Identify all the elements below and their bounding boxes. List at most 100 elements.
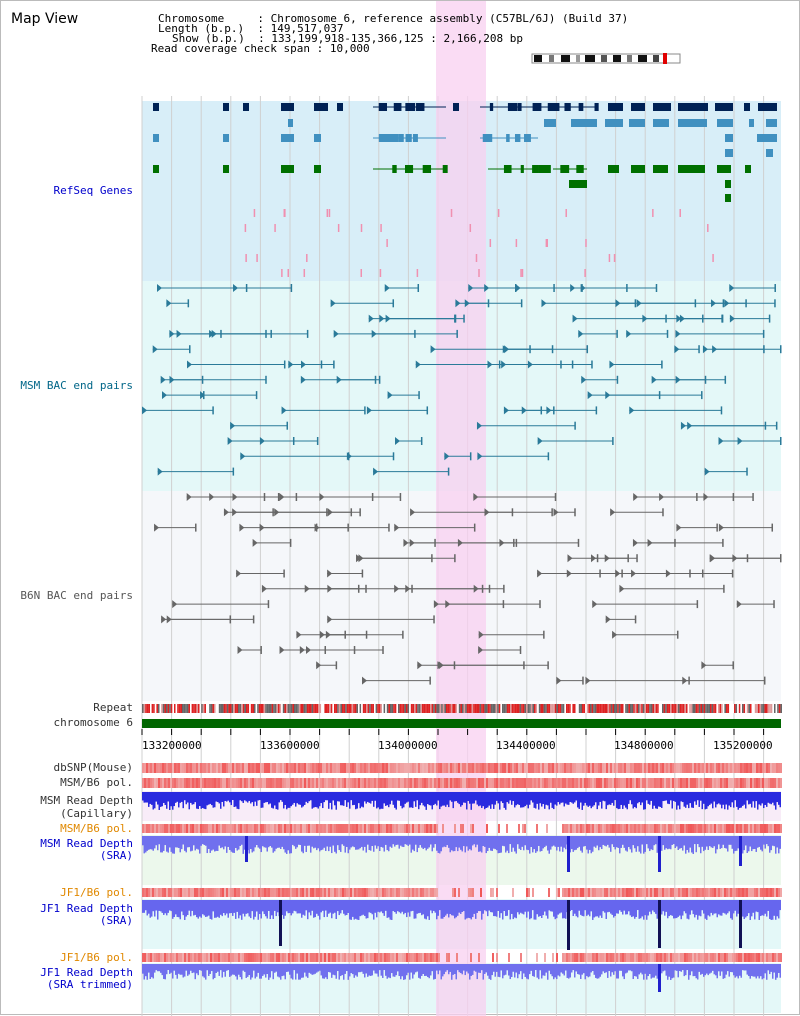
depth-bar [388, 900, 390, 918]
depth-bar [176, 836, 178, 848]
pol-cell [736, 824, 738, 833]
pol-cell [420, 778, 422, 788]
depth-bar [170, 792, 172, 807]
bac-end-mark [283, 360, 286, 369]
depth-bar [625, 792, 627, 808]
pol-cell [298, 763, 300, 773]
repeat-segment [193, 704, 195, 713]
bac-end-mark [316, 437, 319, 445]
pol-cell [264, 778, 266, 788]
pol-cell [602, 953, 604, 962]
track-label-msm-pol-1[interactable]: MSM/B6 pol. [60, 776, 133, 789]
pol-cell [710, 953, 712, 962]
depth-bar [656, 964, 658, 979]
gene-exon [571, 119, 597, 127]
depth-bar [596, 836, 598, 846]
pol-cell [470, 824, 472, 833]
depth-bar [431, 836, 433, 852]
depth-bar [692, 836, 694, 854]
track-label-msm-depth-cap-1[interactable]: MSM Read Depth [40, 794, 133, 807]
repeat-segment [558, 704, 560, 713]
track-label-refseq[interactable]: RefSeq Genes [53, 184, 133, 197]
pol-cell [584, 824, 586, 833]
pol-cell [292, 763, 294, 773]
pol-cell [516, 763, 518, 773]
pol-cell [740, 763, 742, 773]
pol-cell [696, 778, 698, 788]
depth-bar [604, 792, 606, 802]
pol-cell [606, 778, 608, 788]
track-label-jf1-depth-sra-1[interactable]: JF1 Read Depth [40, 902, 133, 915]
depth-bar [286, 792, 288, 810]
track-label-jf1-pol-1[interactable]: JF1/B6 pol. [60, 886, 133, 899]
depth-bar [661, 792, 663, 808]
pol-cell [696, 824, 698, 833]
depth-bar [349, 900, 351, 920]
pol-cell [470, 953, 472, 962]
pol-cell [304, 888, 306, 897]
pol-cell [236, 763, 238, 773]
track-label-dbsnp[interactable]: dbSNP(Mouse) [53, 761, 133, 774]
pol-cell [538, 763, 540, 773]
pol-cell [410, 778, 412, 788]
depth-bar [197, 836, 199, 850]
depth-bar [143, 964, 145, 980]
depth-bar [752, 964, 754, 977]
pol-cell [778, 763, 780, 773]
repeat-segment [148, 704, 150, 713]
pol-cell [418, 953, 420, 962]
pol-cell [654, 824, 656, 833]
pol-cell [482, 778, 484, 788]
info-chromosome: Chromosome : Chromosome 6, reference ass… [158, 12, 629, 25]
depth-bar [365, 836, 367, 853]
repeat-segment [716, 704, 718, 713]
depth-bar [362, 836, 364, 851]
depth-bar [704, 964, 706, 976]
bac-end-mark [335, 661, 338, 670]
repeat-segment [591, 704, 594, 713]
gene-exon [653, 165, 668, 173]
repeat-segment [337, 704, 339, 713]
depth-bar [268, 900, 270, 911]
depth-bar [584, 964, 586, 980]
pol-cell [388, 824, 390, 833]
pol-cell [722, 888, 724, 897]
repeat-segment [756, 704, 758, 713]
track-label-msm-bac[interactable]: MSM BAC end pairs [20, 379, 133, 392]
pol-cell [382, 888, 384, 897]
depth-bar [185, 900, 187, 917]
track-label-jf1-depth-trim-2: (SRA trimmed) [46, 978, 133, 991]
depth-bar [211, 836, 213, 851]
depth-bar [400, 900, 402, 914]
depth-bar [568, 964, 570, 979]
track-label-msm-pol-2[interactable]: MSM/B6 pol. [60, 822, 133, 835]
pol-cell [282, 953, 284, 962]
pol-cell [352, 763, 354, 773]
pol-cell [764, 888, 766, 897]
depth-bar [244, 836, 246, 850]
pol-cell [646, 778, 648, 788]
pol-cell [482, 763, 484, 773]
pol-cell [312, 778, 314, 788]
repeat-segment [631, 704, 634, 713]
depth-bar [518, 836, 520, 849]
gene-exon [550, 103, 560, 111]
depth-bar [598, 964, 600, 979]
track-label-msm-depth-sra-1[interactable]: MSM Read Depth [40, 837, 133, 850]
depth-bar [698, 964, 700, 972]
depth-bar [181, 900, 183, 912]
depth-bar [193, 792, 195, 805]
depth-bar [172, 792, 174, 810]
pol-cell [174, 763, 176, 773]
repeat-segment [748, 704, 750, 713]
depth-bar [463, 836, 465, 847]
track-label-b6n-bac[interactable]: B6N BAC end pairs [20, 589, 133, 602]
track-label-jf1-depth-trim-1[interactable]: JF1 Read Depth [40, 966, 133, 979]
track-label-repeat[interactable]: Repeat [93, 701, 133, 714]
depth-bar [533, 836, 535, 850]
pol-cell [250, 824, 252, 833]
depth-bar [281, 964, 283, 977]
track-label-jf1-pol-2[interactable]: JF1/B6 pol. [60, 951, 133, 964]
pol-cell [344, 778, 346, 788]
